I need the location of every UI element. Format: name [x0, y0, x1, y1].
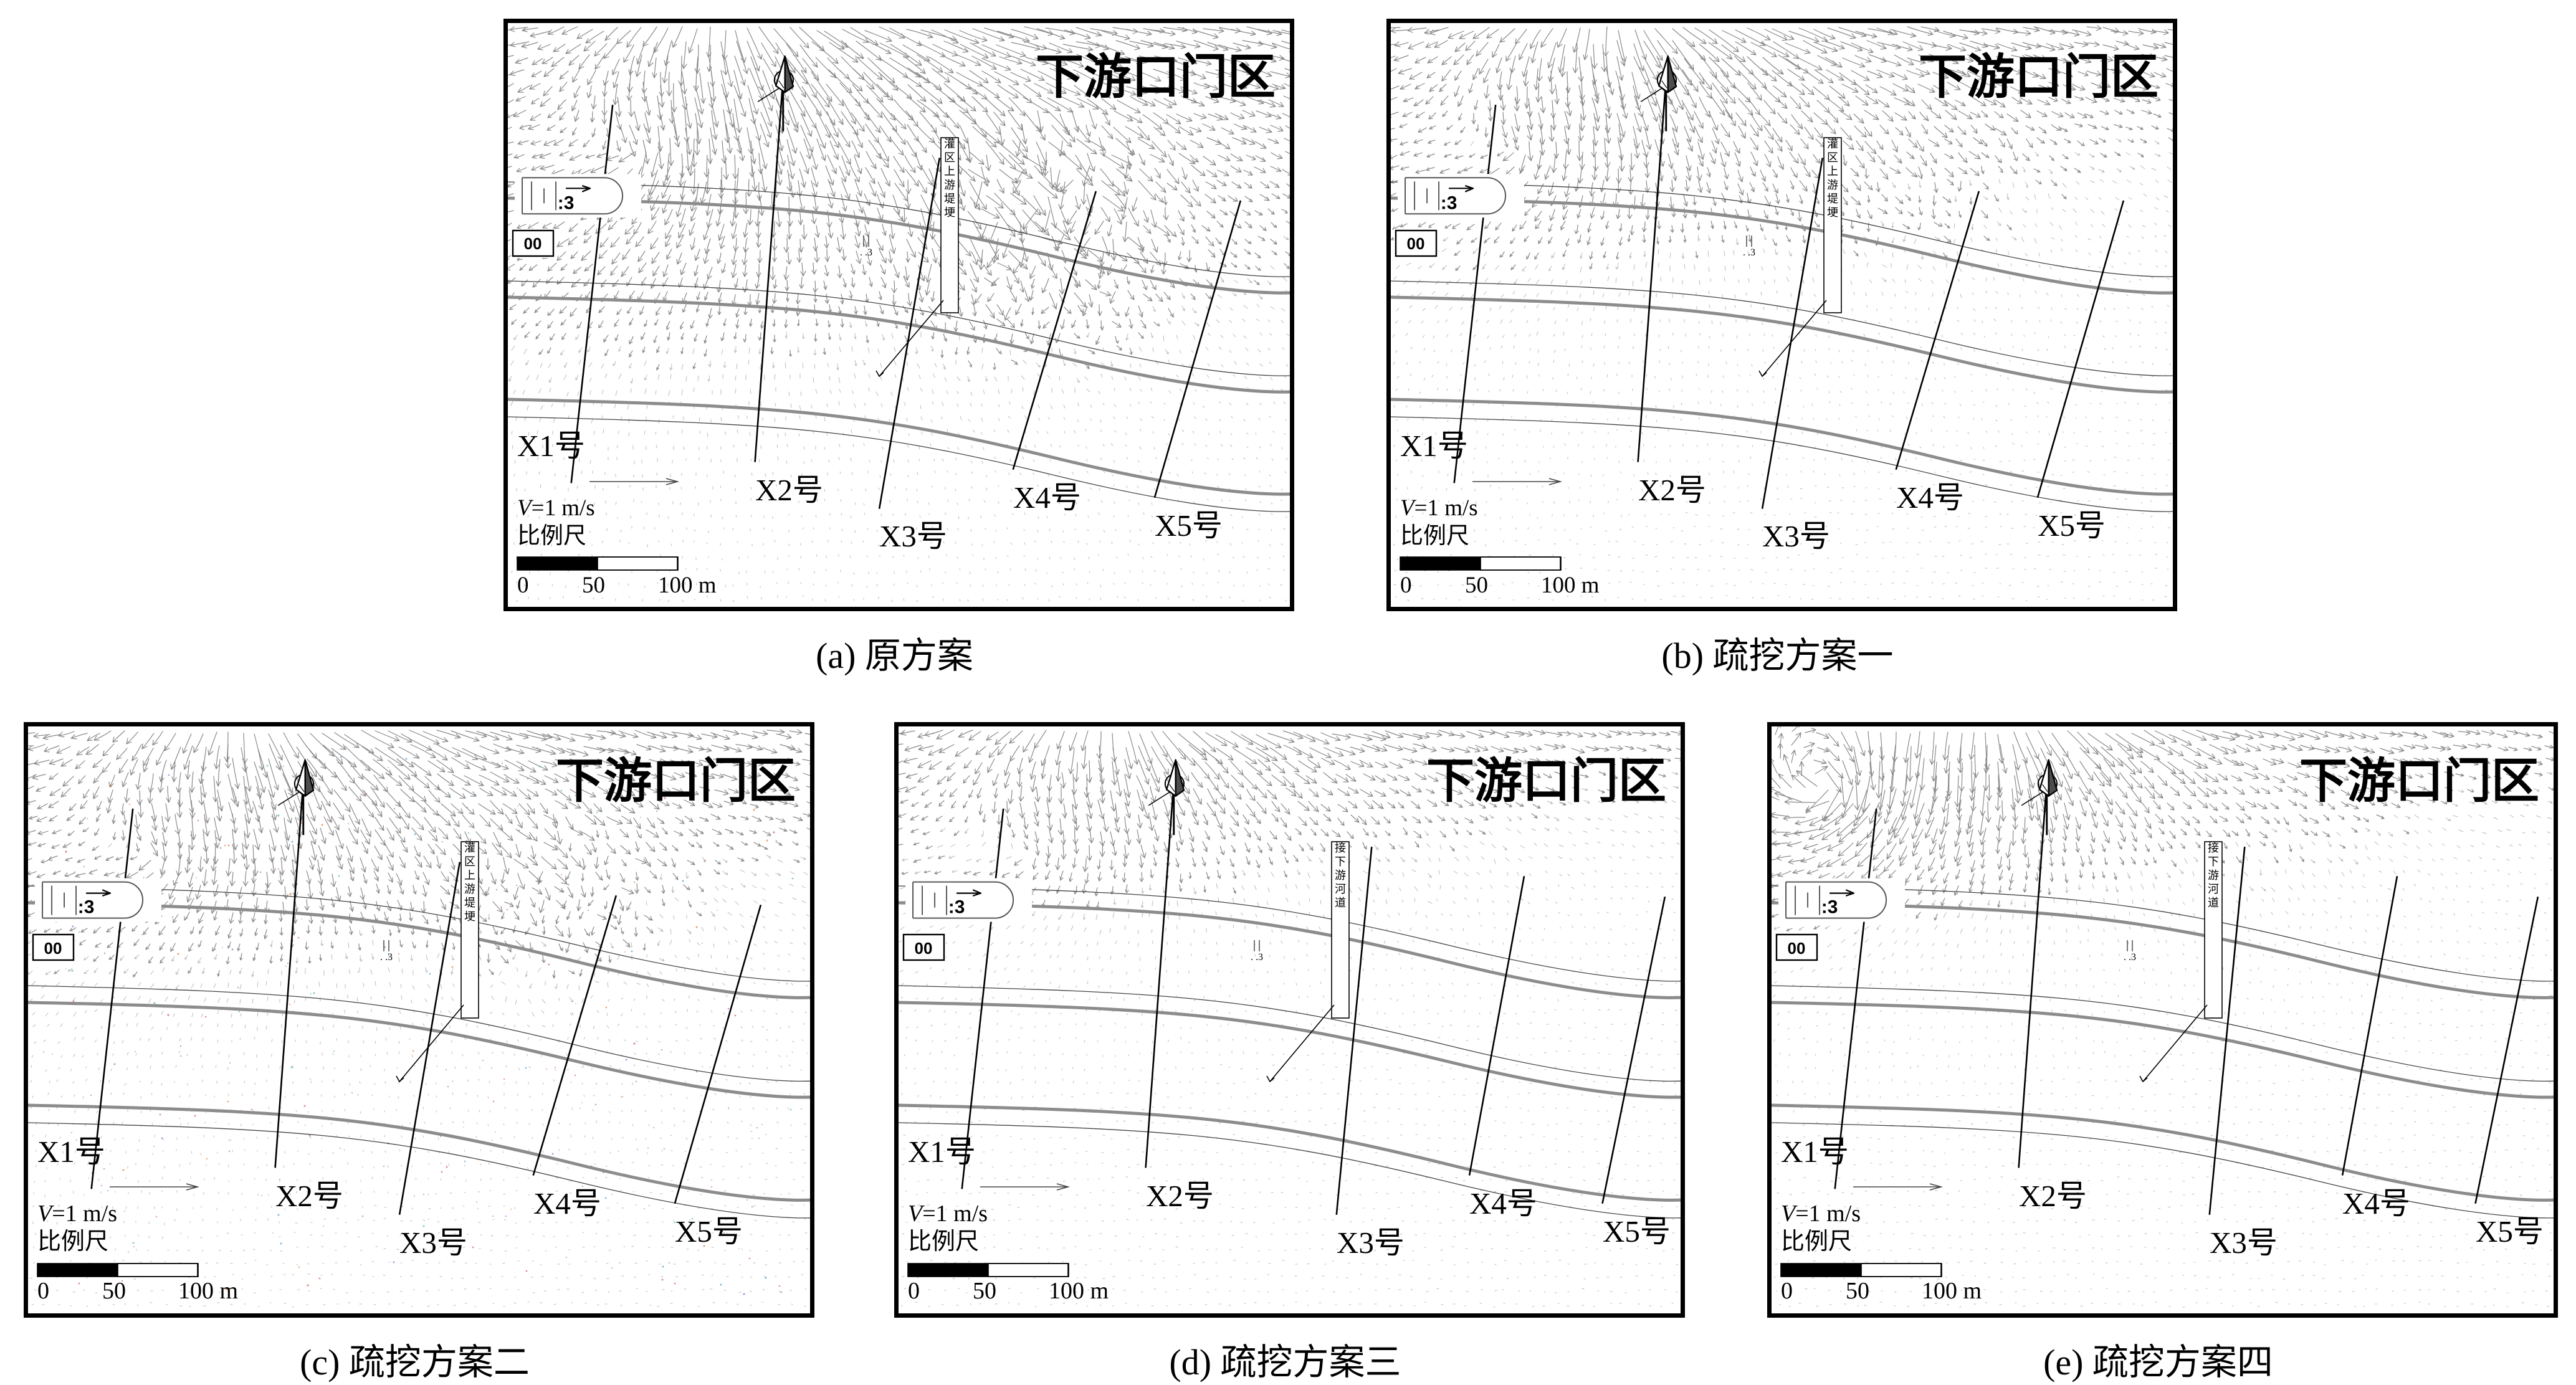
- svg-text:X2号: X2号: [755, 473, 823, 507]
- svg-text:X3号: X3号: [1762, 519, 1830, 553]
- svg-text:X5号: X5号: [675, 1214, 743, 1249]
- svg-text:V=1 m/s: V=1 m/s: [1400, 495, 1478, 521]
- svg-text:. .3: . .3: [1251, 952, 1263, 963]
- svg-text::3: :3: [558, 193, 575, 213]
- svg-text:河: 河: [2208, 883, 2219, 895]
- svg-text:50: 50: [1846, 1278, 1869, 1304]
- svg-text:00: 00: [524, 234, 542, 253]
- svg-text:100 m: 100 m: [1541, 573, 1600, 598]
- svg-text:下游口门区: 下游口门区: [1036, 50, 1276, 104]
- svg-text::3: :3: [1821, 897, 1838, 918]
- svg-text:. .3: . .3: [1743, 247, 1755, 258]
- svg-text:X4号: X4号: [533, 1186, 601, 1221]
- svg-text:游: 游: [1335, 869, 1346, 882]
- svg-text::3: :3: [948, 897, 965, 918]
- svg-text:X4号: X4号: [1013, 480, 1081, 515]
- svg-text:道: 道: [2208, 897, 2219, 909]
- svg-text:X5号: X5号: [2476, 1214, 2544, 1249]
- svg-text:上: 上: [944, 165, 955, 178]
- svg-text:X1号: X1号: [1400, 429, 1468, 463]
- svg-text:X4号: X4号: [1469, 1186, 1537, 1221]
- svg-text:X3号: X3号: [1337, 1226, 1405, 1260]
- svg-text:. .3: . .3: [380, 952, 393, 963]
- svg-text:区: 区: [1827, 151, 1838, 164]
- svg-text:100 m: 100 m: [1922, 1278, 1982, 1304]
- svg-text:X2号: X2号: [2019, 1179, 2087, 1213]
- svg-text:X1号: X1号: [517, 429, 585, 463]
- svg-text:比例尺: 比例尺: [37, 1229, 108, 1255]
- svg-text:X1号: X1号: [908, 1135, 976, 1169]
- svg-text:X4号: X4号: [2342, 1186, 2410, 1221]
- svg-text:X2号: X2号: [1146, 1179, 1214, 1213]
- svg-text:0: 0: [37, 1278, 49, 1304]
- svg-text:堤: 堤: [944, 193, 955, 205]
- svg-text:下: 下: [2208, 855, 2219, 868]
- svg-text:X4号: X4号: [1896, 480, 1964, 515]
- svg-text:下游口门区: 下游口门区: [556, 754, 796, 808]
- svg-text:游: 游: [2208, 869, 2219, 882]
- svg-text:X5号: X5号: [1603, 1214, 1671, 1249]
- svg-text:50: 50: [1465, 573, 1488, 598]
- svg-text:灌: 灌: [1827, 138, 1838, 150]
- svg-text:X3号: X3号: [2210, 1226, 2278, 1260]
- svg-text:接: 接: [1335, 842, 1346, 854]
- svg-text:道: 道: [1335, 897, 1346, 909]
- svg-text:V=1 m/s: V=1 m/s: [1781, 1201, 1861, 1227]
- svg-text:0: 0: [517, 573, 529, 598]
- svg-text:堤: 堤: [1827, 193, 1838, 205]
- svg-text:比例尺: 比例尺: [908, 1229, 979, 1255]
- svg-text:X5号: X5号: [2038, 508, 2106, 543]
- svg-text:比例尺: 比例尺: [517, 523, 586, 548]
- svg-text:0: 0: [908, 1278, 920, 1304]
- svg-text:游: 游: [1827, 179, 1838, 191]
- svg-text:埂: 埂: [944, 206, 955, 219]
- svg-text:X1号: X1号: [37, 1135, 105, 1169]
- svg-text:接: 接: [2208, 842, 2219, 854]
- svg-text:区: 区: [464, 855, 475, 868]
- svg-text:0: 0: [1400, 573, 1412, 598]
- svg-text:比例尺: 比例尺: [1781, 1229, 1852, 1255]
- svg-text:. .3: . .3: [2124, 952, 2136, 963]
- svg-text:上: 上: [464, 869, 475, 882]
- svg-text:堤: 堤: [464, 897, 475, 909]
- svg-text:河: 河: [1335, 883, 1346, 895]
- svg-text:. .3: . .3: [860, 247, 872, 258]
- svg-text:上: 上: [1827, 165, 1838, 178]
- svg-text:100 m: 100 m: [178, 1278, 238, 1304]
- svg-text:50: 50: [102, 1278, 126, 1304]
- svg-text:埂: 埂: [464, 910, 475, 923]
- svg-text:下: 下: [1335, 855, 1346, 868]
- svg-text:下游口门区: 下游口门区: [1919, 50, 2159, 104]
- svg-text:下游口门区: 下游口门区: [2299, 754, 2539, 808]
- svg-text:X1号: X1号: [1781, 1135, 1849, 1169]
- svg-text:X3号: X3号: [879, 519, 947, 553]
- svg-text:00: 00: [1788, 939, 1806, 958]
- svg-text:X3号: X3号: [399, 1226, 467, 1260]
- svg-text:灌: 灌: [944, 138, 955, 150]
- svg-text:X5号: X5号: [1155, 508, 1223, 543]
- svg-text::3: :3: [1441, 193, 1457, 213]
- svg-text:100 m: 100 m: [1049, 1278, 1109, 1304]
- svg-text:灌: 灌: [464, 842, 475, 854]
- svg-text:0: 0: [1781, 1278, 1793, 1304]
- svg-text:00: 00: [1407, 234, 1425, 253]
- svg-text:游: 游: [464, 883, 475, 895]
- svg-text:X2号: X2号: [1638, 473, 1706, 507]
- svg-text:100 m: 100 m: [658, 573, 717, 598]
- svg-text:00: 00: [44, 939, 62, 958]
- svg-text:比例尺: 比例尺: [1400, 523, 1469, 548]
- svg-text:00: 00: [915, 939, 933, 958]
- svg-text:V=1 m/s: V=1 m/s: [37, 1201, 117, 1227]
- svg-text::3: :3: [78, 897, 95, 918]
- svg-text:下游口门区: 下游口门区: [1426, 754, 1666, 808]
- svg-text:区: 区: [944, 151, 955, 164]
- svg-text:50: 50: [582, 573, 605, 598]
- svg-text:X2号: X2号: [275, 1179, 343, 1213]
- svg-text:埂: 埂: [1827, 206, 1838, 219]
- svg-text:V=1 m/s: V=1 m/s: [908, 1201, 988, 1227]
- svg-text:V=1 m/s: V=1 m/s: [517, 495, 595, 521]
- svg-text:游: 游: [944, 179, 955, 191]
- svg-text:50: 50: [973, 1278, 996, 1304]
